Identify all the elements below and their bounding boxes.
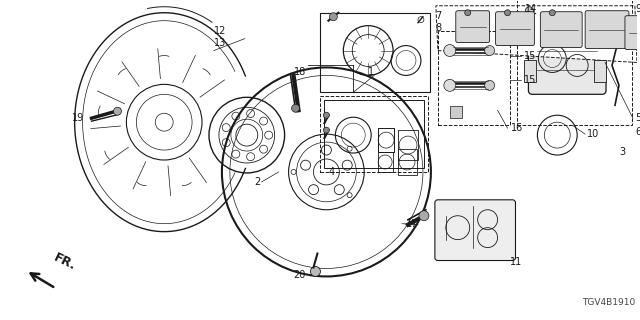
Circle shape	[330, 13, 337, 21]
Text: 20: 20	[294, 270, 306, 280]
Text: 15: 15	[524, 51, 537, 60]
Text: 16: 16	[511, 123, 523, 133]
Bar	[378, 128, 394, 152]
Text: 19: 19	[72, 113, 84, 123]
Bar	[398, 130, 418, 160]
FancyBboxPatch shape	[540, 12, 582, 48]
Circle shape	[292, 104, 300, 112]
Text: FR.: FR.	[52, 251, 78, 272]
Circle shape	[113, 107, 122, 115]
Text: 3: 3	[619, 147, 625, 157]
FancyBboxPatch shape	[495, 12, 534, 45]
Bar	[518, 0, 632, 125]
FancyBboxPatch shape	[529, 27, 606, 94]
Bar	[524, 60, 536, 82]
Bar	[324, 100, 424, 168]
Text: 6: 6	[635, 127, 640, 137]
Text: 10: 10	[587, 129, 600, 139]
Circle shape	[323, 127, 330, 133]
Circle shape	[444, 79, 456, 91]
Text: 13: 13	[214, 37, 226, 48]
Text: 8: 8	[435, 23, 441, 33]
Text: 4: 4	[328, 167, 335, 177]
Polygon shape	[436, 6, 637, 62]
FancyBboxPatch shape	[456, 11, 490, 43]
Text: 14: 14	[525, 4, 538, 14]
FancyBboxPatch shape	[435, 200, 515, 260]
Circle shape	[465, 10, 470, 16]
Circle shape	[504, 10, 511, 16]
Text: 18: 18	[294, 68, 306, 77]
Text: 2: 2	[254, 177, 260, 187]
Circle shape	[549, 10, 556, 16]
Text: 5: 5	[635, 113, 640, 123]
Bar	[594, 60, 606, 82]
Text: 9: 9	[635, 4, 640, 14]
Circle shape	[484, 45, 495, 55]
Bar	[321, 13, 430, 92]
FancyBboxPatch shape	[585, 11, 629, 49]
Text: 17: 17	[406, 219, 419, 229]
Bar	[398, 149, 417, 175]
Bar	[378, 152, 393, 172]
Bar	[438, 31, 509, 125]
Text: 12: 12	[214, 26, 227, 36]
Bar	[378, 128, 394, 152]
Circle shape	[310, 267, 321, 276]
Circle shape	[484, 80, 495, 90]
Text: 1: 1	[368, 68, 374, 77]
Bar	[450, 106, 461, 118]
Circle shape	[444, 44, 456, 57]
Text: 7: 7	[435, 11, 441, 21]
Circle shape	[525, 7, 533, 15]
Text: TGV4B1910: TGV4B1910	[582, 298, 635, 307]
Text: 11: 11	[509, 257, 522, 267]
Circle shape	[419, 211, 429, 221]
FancyBboxPatch shape	[625, 16, 640, 50]
Bar	[321, 96, 428, 172]
Circle shape	[323, 112, 330, 118]
Text: 15: 15	[524, 76, 537, 85]
